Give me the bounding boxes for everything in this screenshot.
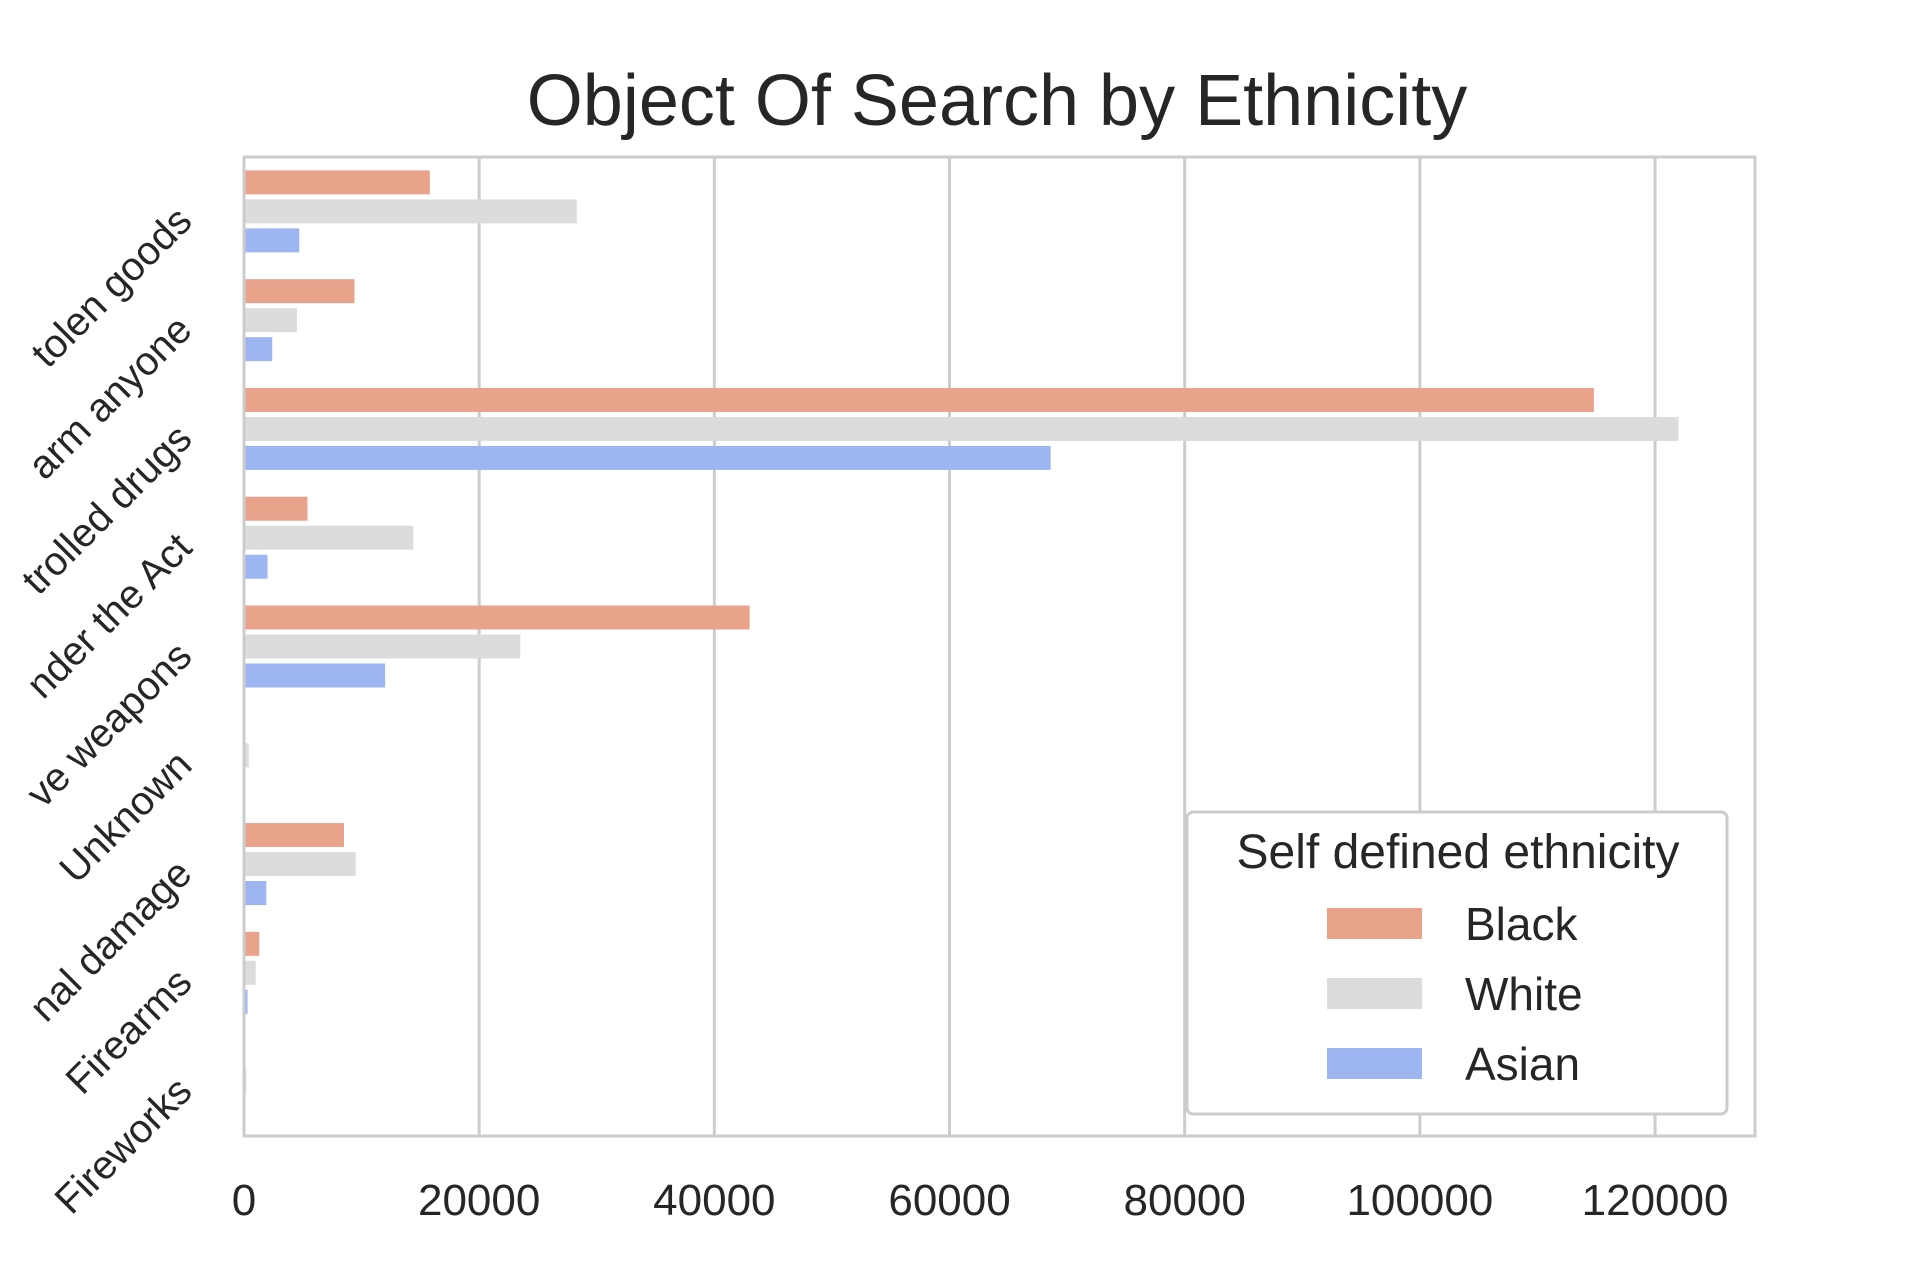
legend-swatch-black — [1327, 908, 1422, 939]
legend-frame — [1185, 810, 1729, 1116]
bar-white — [244, 634, 521, 659]
bar-white — [244, 960, 256, 985]
bar-asian — [244, 554, 268, 579]
legend-label-white: White — [1465, 968, 1583, 1020]
bars — [244, 170, 1679, 1094]
bar-black — [244, 387, 1594, 412]
legend-items: Black White Asian — [1327, 898, 1583, 1090]
legend: Self defined ethnicity Black White Asian — [1185, 810, 1729, 1116]
x-tick-label: 100000 — [1346, 1176, 1493, 1225]
bar-black — [244, 279, 355, 304]
bar-asian — [244, 663, 386, 688]
bar-black — [244, 931, 260, 956]
bar-asian — [244, 228, 300, 253]
legend-swatch-white — [1327, 978, 1422, 1009]
bar-white — [244, 743, 249, 768]
bar-black — [244, 605, 750, 630]
x-axis-ticks: 0 20000 40000 60000 80000 100000 120000 — [232, 1176, 1729, 1225]
bar-asian — [244, 881, 267, 906]
bar-white — [244, 525, 414, 550]
x-tick-label: 20000 — [418, 1176, 540, 1225]
x-tick-label: 40000 — [653, 1176, 775, 1225]
x-tick-label: 0 — [232, 1176, 256, 1225]
chart-title: Object Of Search by Ethnicity — [527, 61, 1467, 141]
bar-white — [244, 199, 577, 224]
legend-label-asian: Asian — [1465, 1038, 1580, 1090]
legend-label-black: Black — [1465, 898, 1578, 950]
bar-black — [244, 823, 344, 848]
bar-white — [244, 852, 356, 877]
bar-black — [244, 496, 308, 521]
bar-white — [244, 416, 1679, 441]
bar-asian — [244, 445, 1051, 470]
bar-asian — [244, 989, 248, 1014]
plot-frame — [242, 155, 1757, 1138]
x-tick-label: 120000 — [1582, 1176, 1729, 1225]
bar-white — [244, 308, 297, 333]
x-tick-label: 80000 — [1124, 1176, 1246, 1225]
x-tick-label: 60000 — [888, 1176, 1010, 1225]
legend-title: Self defined ethnicity — [1237, 826, 1680, 879]
legend-swatch-asian — [1327, 1048, 1422, 1079]
bar-black — [244, 170, 430, 195]
bar-asian — [244, 337, 273, 362]
